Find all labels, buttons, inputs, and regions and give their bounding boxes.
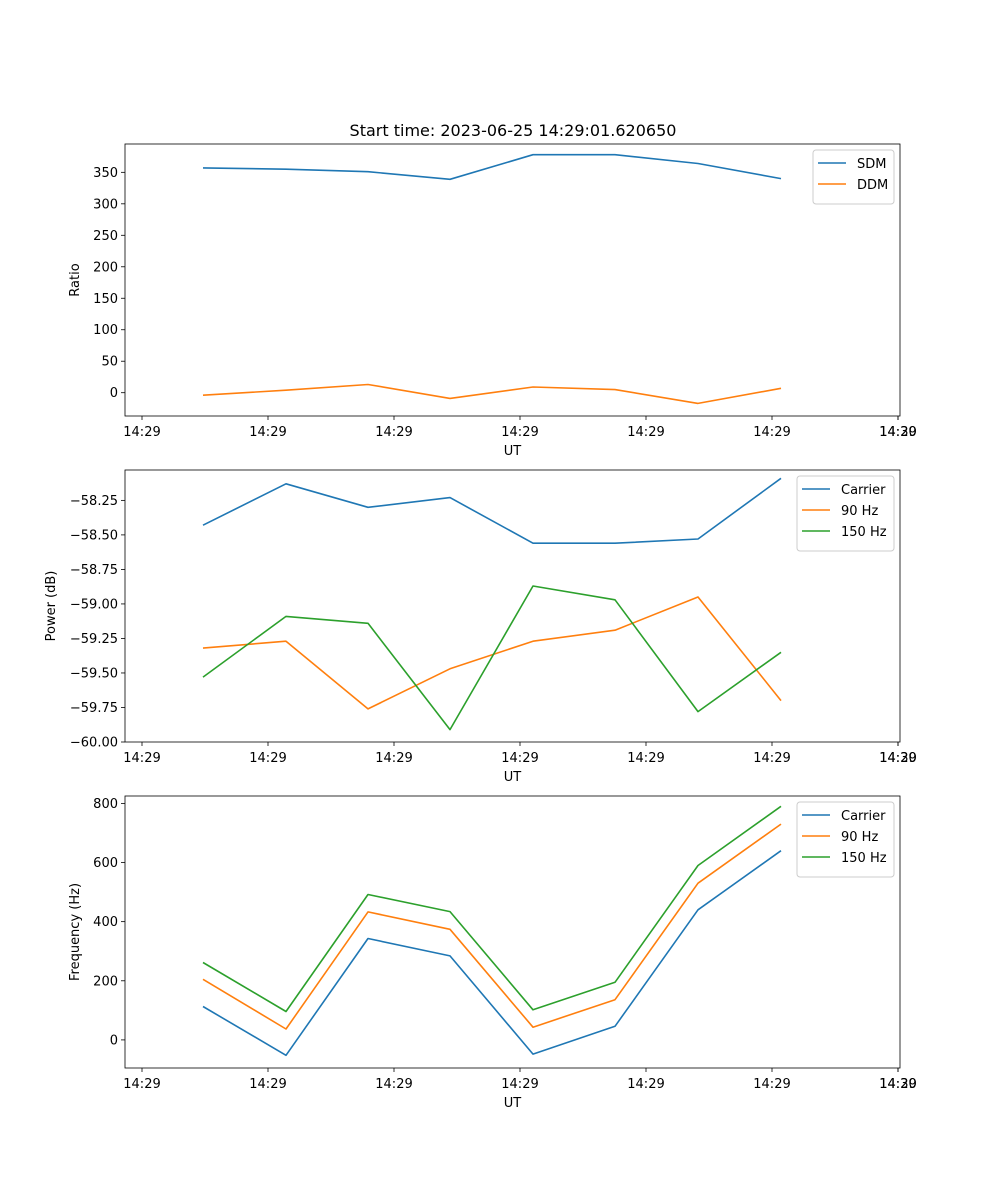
panel-3: 14:29 14:29 14:29 14:29 14:29 14:29 14:2914:30… xyxy=(68,795,917,1111)
x-tick-label: 14:29 xyxy=(879,425,916,440)
x-tick-label: 14:29 xyxy=(249,751,286,766)
series-line-carrier xyxy=(202,477,782,545)
x-axis-label: UT xyxy=(504,1096,522,1111)
x-tick-label: 14:29 xyxy=(501,1077,538,1092)
y-tick-label: 800 xyxy=(93,797,118,812)
figure-title: Start time: 2023-06-25 14:29:01.620650 xyxy=(350,121,677,140)
legend-label: DDM xyxy=(857,178,888,193)
legend-label: 150 Hz xyxy=(841,525,887,540)
y-tick-label: 0 xyxy=(110,386,118,401)
x-tick-label: 14:29 xyxy=(501,425,538,440)
legend-label: 90 Hz xyxy=(841,504,878,519)
series-line-150-hz xyxy=(202,585,782,731)
axes-frame xyxy=(124,469,901,743)
x-tick-label: 14:29 xyxy=(753,751,790,766)
legend-label: 150 Hz xyxy=(841,851,887,866)
x-tick-label: 14:29 xyxy=(627,751,664,766)
series-line-90-hz xyxy=(202,596,782,710)
y-tick-label: −58.25 xyxy=(70,494,118,509)
x-tick-label: 14:29 xyxy=(753,1077,790,1092)
x-tick-label: 14:29 xyxy=(375,1077,412,1092)
y-tick-label: 250 xyxy=(93,229,118,244)
panel-2: 14:29 14:29 14:29 14:29 14:29 14:29 14:2914:30… xyxy=(44,469,917,785)
x-tick-label: 14:29 xyxy=(501,751,538,766)
series-line-carrier xyxy=(202,850,782,1057)
series-line-sdm xyxy=(202,153,782,181)
y-tick-label: −58.75 xyxy=(70,563,118,578)
y-tick-label: 100 xyxy=(93,323,118,338)
y-tick-label: 300 xyxy=(93,197,118,212)
y-tick-label: −59.00 xyxy=(70,597,118,612)
x-tick-label: 14:30 xyxy=(879,425,916,440)
x-tick-label: 14:30 xyxy=(879,751,916,766)
y-tick-label: 200 xyxy=(93,974,118,989)
y-tick-label: −59.25 xyxy=(70,632,118,647)
x-axis-label: UT xyxy=(504,444,522,459)
x-tick-label: 14:29 xyxy=(249,425,286,440)
legend-label: 90 Hz xyxy=(841,830,878,845)
legend-label: Carrier xyxy=(841,809,886,824)
x-tick-label: 14:29 xyxy=(123,425,160,440)
x-tick-label: 14:29 xyxy=(627,1077,664,1092)
x-tick-label: 14:29 xyxy=(123,1077,160,1092)
x-tick-label: 14:29 xyxy=(753,425,790,440)
x-tick-label: 14:29 xyxy=(879,751,916,766)
y-axis-label: Ratio xyxy=(68,263,83,296)
y-tick-label: −58.50 xyxy=(70,528,118,543)
axes-frame xyxy=(124,795,901,1069)
axes-frame xyxy=(124,143,901,417)
y-tick-label: 50 xyxy=(101,355,118,370)
series-line-ddm xyxy=(202,383,782,405)
y-axis-label: Power (dB) xyxy=(44,571,59,642)
legend-label: Carrier xyxy=(841,483,886,498)
x-tick-label: 14:29 xyxy=(627,425,664,440)
y-tick-label: −60.00 xyxy=(70,736,118,751)
legend-label: SDM xyxy=(857,157,886,172)
panels: 14:29 14:29 14:29 14:29 14:29 14:29 14:2914:30… xyxy=(44,143,917,1111)
y-tick-label: −59.50 xyxy=(70,666,118,681)
x-tick-label: 14:29 xyxy=(375,425,412,440)
x-tick-label: 14:29 xyxy=(123,751,160,766)
y-tick-label: 200 xyxy=(93,260,118,275)
legend-box xyxy=(796,475,895,552)
series-line-150-hz xyxy=(202,805,782,1013)
y-tick-label: −59.75 xyxy=(70,701,118,716)
panel-1: 14:29 14:29 14:29 14:29 14:29 14:29 14:2914:30… xyxy=(68,143,917,459)
y-axis-label: Frequency (Hz) xyxy=(68,883,83,981)
x-tick-label: 14:30 xyxy=(879,1077,916,1092)
x-tick-label: 14:29 xyxy=(249,1077,286,1092)
legend-box xyxy=(796,801,895,878)
x-tick-label: 14:29 xyxy=(879,1077,916,1092)
series-line-90-hz xyxy=(202,823,782,1030)
y-tick-label: 150 xyxy=(93,292,118,307)
y-tick-label: 350 xyxy=(93,166,118,181)
y-tick-label: 400 xyxy=(93,915,118,930)
y-tick-label: 600 xyxy=(93,856,118,871)
y-tick-label: 0 xyxy=(110,1033,118,1048)
x-axis-label: UT xyxy=(504,770,522,785)
x-tick-label: 14:29 xyxy=(375,751,412,766)
